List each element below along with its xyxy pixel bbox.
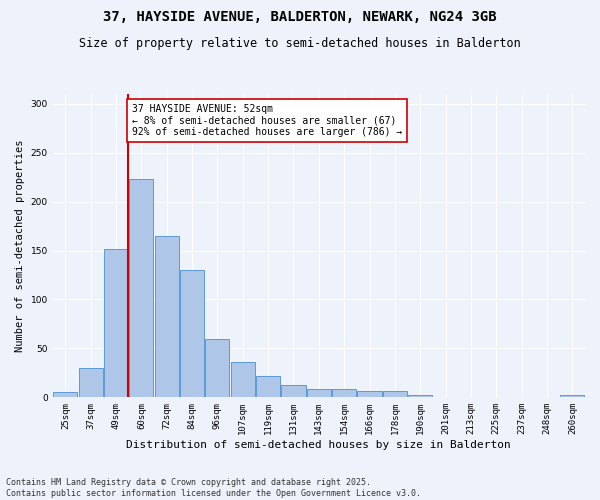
Bar <box>155 236 179 398</box>
Bar <box>281 384 305 398</box>
Bar <box>104 248 128 398</box>
Bar <box>231 362 255 398</box>
Bar <box>307 388 331 398</box>
Text: Size of property relative to semi-detached houses in Balderton: Size of property relative to semi-detach… <box>79 38 521 51</box>
Bar <box>408 396 432 398</box>
Text: 37, HAYSIDE AVENUE, BALDERTON, NEWARK, NG24 3GB: 37, HAYSIDE AVENUE, BALDERTON, NEWARK, N… <box>103 10 497 24</box>
Bar <box>358 392 382 398</box>
Bar <box>79 368 103 398</box>
Text: Contains HM Land Registry data © Crown copyright and database right 2025.
Contai: Contains HM Land Registry data © Crown c… <box>6 478 421 498</box>
Bar <box>256 376 280 398</box>
Y-axis label: Number of semi-detached properties: Number of semi-detached properties <box>15 140 25 352</box>
Text: 37 HAYSIDE AVENUE: 52sqm
← 8% of semi-detached houses are smaller (67)
92% of se: 37 HAYSIDE AVENUE: 52sqm ← 8% of semi-de… <box>132 104 402 137</box>
Bar <box>332 388 356 398</box>
Bar <box>383 392 407 398</box>
Bar <box>180 270 204 398</box>
Bar <box>130 179 154 398</box>
X-axis label: Distribution of semi-detached houses by size in Balderton: Distribution of semi-detached houses by … <box>127 440 511 450</box>
Bar <box>560 396 584 398</box>
Bar <box>53 392 77 398</box>
Bar <box>205 338 229 398</box>
